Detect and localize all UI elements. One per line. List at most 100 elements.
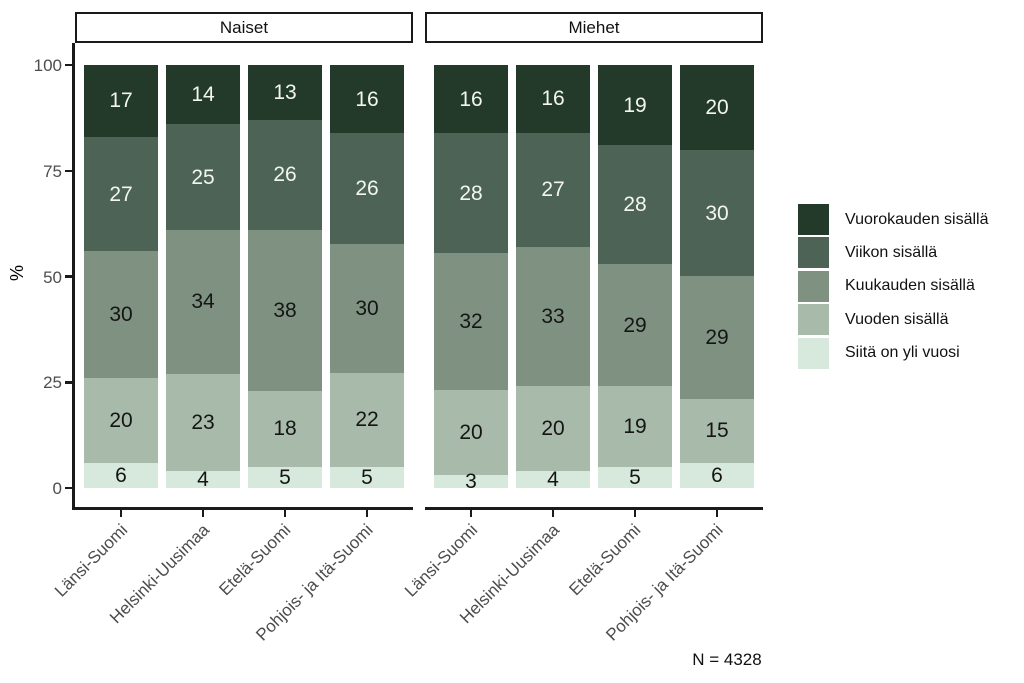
facet-strip-label: Miehet bbox=[568, 18, 620, 37]
legend-swatch-viikon-sis-ll- bbox=[798, 237, 829, 269]
legend-item-kuukauden-sis-ll-: Kuukauden sisällä bbox=[798, 270, 975, 302]
legend-item-label: Kuukauden sisällä bbox=[845, 277, 975, 295]
x-axis-tick bbox=[201, 510, 205, 517]
segment-value-label: 6 bbox=[115, 463, 127, 487]
segment-value-label: 18 bbox=[273, 417, 297, 441]
segment-1: 17 bbox=[84, 65, 158, 137]
segment-3: 32 bbox=[434, 252, 508, 390]
bar-naiset-pohjois-ja-it-suomi: 16 26 30 22 5 bbox=[330, 65, 404, 488]
x-axis-tick bbox=[469, 510, 473, 517]
segment-value-label: 28 bbox=[623, 193, 647, 217]
segment-1: 13 bbox=[248, 65, 322, 120]
segment-3: 34 bbox=[166, 229, 240, 374]
legend-item-viikon-sis-ll-: Viikon sisällä bbox=[798, 237, 938, 269]
segment-value-label: 20 bbox=[705, 95, 729, 119]
x-axis-category-label: Etelä-Suomi bbox=[215, 520, 295, 600]
x-axis-tick bbox=[551, 510, 555, 517]
segment-4: 23 bbox=[166, 373, 240, 472]
bar-naiset-helsinki-uusimaa: 14 25 34 23 4 bbox=[166, 65, 240, 492]
segment-value-label: 26 bbox=[355, 177, 379, 201]
segment-2: 26 bbox=[248, 119, 322, 230]
segment-value-label: 16 bbox=[541, 87, 565, 111]
segment-value-label: 4 bbox=[197, 468, 209, 492]
x-axis-line-naiset bbox=[72, 507, 413, 510]
legend-item-siit-on-yli-vuosi: Siitä on yli vuosi bbox=[798, 337, 960, 369]
segment-value-label: 17 bbox=[109, 89, 133, 113]
x-axis-tick bbox=[283, 510, 287, 517]
segment-value-label: 19 bbox=[623, 415, 647, 439]
legend-item-label: Vuoden sisällä bbox=[845, 310, 949, 328]
segment-value-label: 30 bbox=[355, 297, 379, 321]
segment-3: 30 bbox=[84, 251, 158, 378]
segment-3: 38 bbox=[248, 229, 322, 391]
legend-swatch-siit-on-yli-vuosi bbox=[798, 337, 829, 369]
y-axis-tick-label: 50 bbox=[43, 267, 62, 287]
segment-5: 5 bbox=[330, 465, 404, 489]
segment-value-label: 20 bbox=[541, 417, 565, 441]
bar-naiset-l-nsi-suomi: 17 27 30 20 6 bbox=[84, 65, 158, 488]
segment-5: 6 bbox=[680, 462, 754, 488]
x-axis-category-label: Länsi-Suomi bbox=[400, 520, 481, 601]
legend-swatch-vuorokauden-sis-ll- bbox=[798, 204, 829, 235]
segment-value-label: 28 bbox=[459, 181, 483, 205]
segment-4: 22 bbox=[330, 372, 404, 467]
segment-5: 3 bbox=[434, 471, 508, 492]
segment-value-label: 20 bbox=[459, 420, 483, 444]
y-axis-tick bbox=[65, 381, 72, 384]
segment-value-label: 32 bbox=[459, 309, 483, 333]
bar-naiset-etel-suomi: 13 26 38 18 5 bbox=[248, 65, 322, 488]
segment-4: 20 bbox=[434, 389, 508, 476]
segment-value-label: 27 bbox=[541, 178, 565, 202]
segment-3: 29 bbox=[598, 263, 672, 387]
segment-4: 18 bbox=[248, 390, 322, 467]
segment-value-label: 26 bbox=[273, 163, 297, 187]
legend-item-vuorokauden-sis-ll-: Vuorokauden sisällä bbox=[798, 204, 989, 235]
legend-swatch-kuukauden-sis-ll- bbox=[798, 270, 829, 302]
y-axis-tick bbox=[65, 486, 72, 490]
y-axis-tick bbox=[65, 275, 72, 278]
segment-4: 19 bbox=[598, 386, 672, 467]
bar-miehet-etel-suomi: 19 28 29 19 5 bbox=[598, 65, 672, 488]
facet-strip-miehet: Miehet bbox=[425, 12, 763, 43]
segment-5: 5 bbox=[248, 466, 322, 488]
x-axis-tick bbox=[119, 510, 123, 517]
segment-5: 4 bbox=[166, 468, 240, 492]
y-axis-tick bbox=[65, 169, 72, 172]
x-axis-category-label: Länsi-Suomi bbox=[50, 520, 131, 601]
segment-value-label: 30 bbox=[109, 303, 133, 327]
segment-value-label: 20 bbox=[109, 408, 133, 432]
y-axis-tick-label: 25 bbox=[43, 373, 62, 393]
sample-size-note: N = 4328 bbox=[692, 650, 762, 669]
segment-value-label: 13 bbox=[273, 80, 297, 104]
legend-item-vuoden-sis-ll-: Vuoden sisällä bbox=[798, 304, 949, 336]
segment-2: 28 bbox=[434, 133, 508, 253]
x-axis-category-label: Etelä-Suomi bbox=[565, 520, 645, 600]
segment-value-label: 38 bbox=[273, 298, 297, 322]
segment-2: 27 bbox=[84, 136, 158, 252]
segment-3: 29 bbox=[680, 276, 754, 400]
y-axis-tick bbox=[65, 63, 72, 67]
legend-item-label: Viikon sisällä bbox=[845, 243, 938, 261]
segment-value-label: 29 bbox=[623, 313, 647, 337]
x-axis-line-miehet bbox=[425, 507, 763, 510]
segment-2: 28 bbox=[598, 145, 672, 264]
segment-1: 16 bbox=[516, 65, 590, 133]
segment-value-label: 25 bbox=[191, 165, 215, 189]
segment-value-label: 5 bbox=[361, 465, 373, 489]
x-axis-tick bbox=[365, 510, 369, 517]
x-axis-tick bbox=[715, 510, 719, 517]
panel-naiset: 17 27 30 20 6 14 25 34 23 4 13 26 38 18 5 16 26 30 22 5 bbox=[75, 65, 413, 492]
y-axis-tick-label: 0 bbox=[52, 479, 62, 498]
y-axis-line bbox=[72, 43, 75, 510]
segment-5: 4 bbox=[516, 469, 590, 490]
segment-2: 25 bbox=[166, 124, 240, 230]
facet-strip-label: Naiset bbox=[219, 18, 269, 37]
segment-2: 26 bbox=[330, 133, 404, 245]
facet-strip-naiset: Naiset bbox=[75, 12, 413, 43]
segment-3: 33 bbox=[516, 246, 590, 387]
segment-value-label: 15 bbox=[705, 419, 729, 443]
chart-legend: Vuorokauden sisällä Viikon sisällä Kuukaud… bbox=[798, 204, 1018, 374]
legend-swatch-vuoden-sis-ll- bbox=[798, 304, 829, 336]
segment-value-label: 23 bbox=[191, 410, 215, 434]
